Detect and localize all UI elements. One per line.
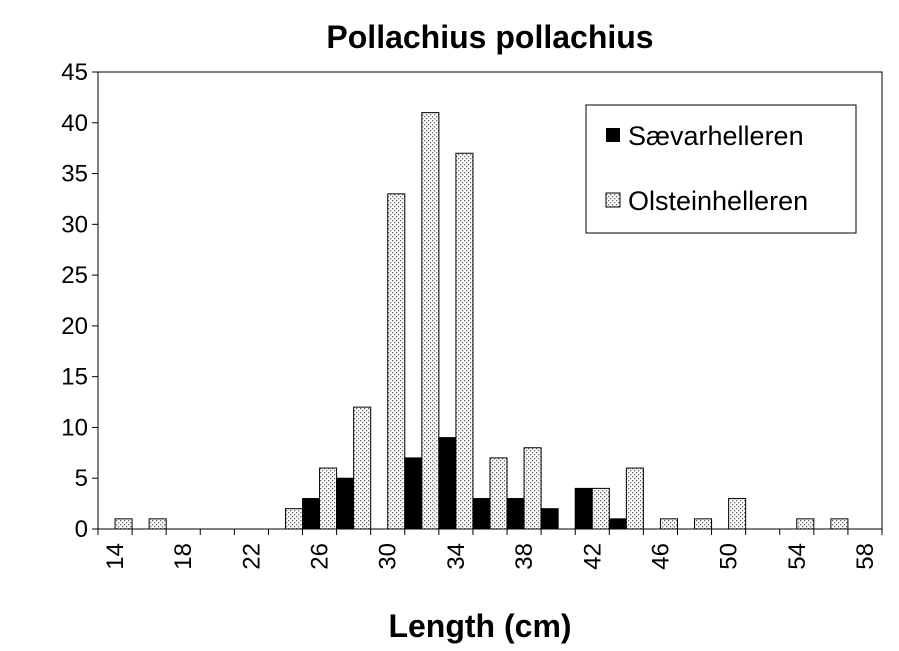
x-tick-label: 38 bbox=[511, 543, 538, 570]
bar-olsteinhelleren bbox=[387, 193, 406, 530]
bar-olsteinhelleren bbox=[728, 498, 747, 530]
x-tick-label: 58 bbox=[852, 543, 879, 570]
chart-title: Pollachius pollachius bbox=[326, 19, 653, 55]
bars bbox=[114, 112, 849, 530]
bar-olsteinhelleren bbox=[694, 518, 713, 530]
bar-olsteinhelleren bbox=[319, 467, 338, 530]
bar-olsteinhelleren bbox=[489, 457, 508, 530]
y-tick-label: 35 bbox=[61, 161, 88, 188]
y-tick-label: 40 bbox=[61, 110, 88, 137]
bar-saevarhelleren bbox=[608, 518, 627, 530]
y-tick-label: 0 bbox=[75, 516, 88, 543]
y-tick-label: 20 bbox=[61, 313, 88, 340]
y-tick-label: 45 bbox=[61, 59, 88, 86]
x-tick-label: 18 bbox=[170, 543, 197, 570]
bar-olsteinhelleren bbox=[148, 518, 167, 530]
bar-olsteinhelleren bbox=[796, 518, 815, 530]
x-tick-label: 22 bbox=[238, 543, 265, 570]
legend-label-saevarhelleren: Sævarhelleren bbox=[628, 121, 804, 151]
bar-olsteinhelleren bbox=[455, 152, 474, 530]
bar-saevarhelleren bbox=[438, 437, 457, 530]
y-tick-label: 25 bbox=[61, 262, 88, 289]
x-tick-label: 30 bbox=[375, 543, 402, 570]
bar-saevarhelleren bbox=[302, 498, 321, 530]
x-tick-label: 54 bbox=[784, 543, 811, 570]
x-tick-label: 50 bbox=[716, 543, 743, 570]
bar-olsteinhelleren bbox=[284, 508, 304, 530]
bar-olsteinhelleren bbox=[421, 112, 440, 530]
legend: Sævarhelleren Olsteinhelleren bbox=[585, 104, 857, 234]
x-tick-label: 26 bbox=[307, 543, 334, 570]
y-tick-label: 30 bbox=[61, 211, 88, 238]
bar-olsteinhelleren bbox=[114, 518, 133, 530]
bar-olsteinhelleren bbox=[659, 518, 678, 530]
bar-olsteinhelleren bbox=[625, 467, 644, 530]
bar-olsteinhelleren bbox=[830, 518, 849, 530]
bar-saevarhelleren bbox=[404, 457, 423, 530]
legend-swatch-saevarhelleren bbox=[606, 128, 620, 142]
y-tick-label: 15 bbox=[61, 364, 88, 391]
x-axis: 14 18 22 26 30 34 38 42 46 50 54 58 bbox=[97, 529, 883, 570]
legend-label-olsteinhelleren: Olsteinhelleren bbox=[628, 186, 808, 216]
bar-saevarhelleren bbox=[472, 498, 491, 530]
bar-saevarhelleren bbox=[540, 508, 559, 530]
bar-saevarhelleren bbox=[574, 487, 593, 530]
bar-saevarhelleren bbox=[336, 477, 355, 530]
x-tick-label: 42 bbox=[579, 543, 606, 570]
y-axis: 0 5 10 15 20 25 30 35 40 45 bbox=[61, 59, 98, 543]
bar-olsteinhelleren bbox=[523, 447, 542, 530]
y-tick-label: 5 bbox=[75, 465, 88, 492]
x-tick-label: 14 bbox=[102, 543, 129, 570]
legend-box bbox=[585, 104, 857, 234]
x-tick-label: 46 bbox=[647, 543, 674, 570]
bar-olsteinhelleren bbox=[591, 487, 610, 530]
x-tick-label: 34 bbox=[443, 543, 470, 570]
bar-saevarhelleren bbox=[506, 498, 525, 530]
legend-swatch-olsteinhelleren bbox=[605, 192, 621, 208]
y-tick-label: 10 bbox=[61, 414, 88, 441]
x-axis-label: Length (cm) bbox=[388, 608, 571, 644]
bar-olsteinhelleren bbox=[353, 406, 372, 530]
